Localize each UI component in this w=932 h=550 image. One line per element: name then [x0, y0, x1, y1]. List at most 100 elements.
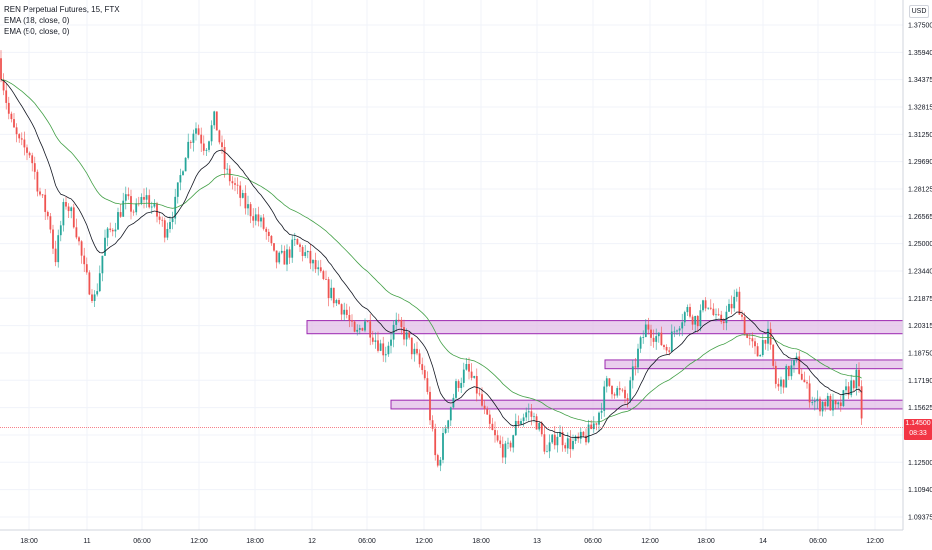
candle-body	[457, 381, 460, 388]
candle-body	[397, 319, 400, 321]
candle-body	[730, 303, 733, 309]
ema50-line	[0, 79, 862, 423]
candle-body	[15, 127, 18, 135]
candle-body	[54, 248, 57, 263]
candle-body	[616, 388, 619, 396]
candle-body	[855, 369, 858, 389]
candle-body	[774, 365, 777, 384]
candle-body	[725, 311, 728, 324]
candle-body	[10, 113, 13, 120]
candle-body	[444, 428, 447, 433]
candle-body	[356, 329, 359, 332]
candle-body	[556, 436, 559, 446]
candle-body	[304, 252, 307, 256]
candle-body	[421, 364, 424, 371]
candle-body	[429, 391, 431, 421]
candle-body	[785, 366, 788, 388]
x-tick-label: 12:00	[866, 538, 884, 545]
candle-body	[236, 184, 239, 186]
candle-body	[798, 356, 801, 374]
candle-body	[637, 348, 639, 368]
candle-body	[231, 181, 234, 184]
candle-body	[761, 340, 764, 356]
candle-body	[709, 307, 712, 309]
candle-body	[379, 343, 382, 351]
last-price-tag: 1.14500 08:33	[904, 419, 932, 440]
x-tick-label: 14	[759, 538, 767, 545]
legend-ema18[interactable]: EMA (18, close, 0)	[4, 16, 70, 25]
candle-body	[447, 420, 450, 429]
candle-body	[720, 314, 723, 322]
candle-body	[252, 216, 255, 221]
candle-body	[403, 327, 405, 340]
candle-body	[202, 143, 205, 151]
candle-body	[574, 436, 577, 441]
candle-body	[694, 315, 697, 325]
candle-body	[543, 434, 546, 452]
candle-body	[288, 249, 291, 258]
candle-body	[371, 337, 374, 342]
candle-body	[743, 316, 746, 335]
candle-body	[634, 366, 637, 368]
candle-body	[390, 339, 392, 346]
candle-body	[564, 445, 567, 449]
candle-body	[408, 332, 411, 338]
candle-body	[179, 175, 182, 183]
candle-body	[293, 239, 296, 240]
candle-body	[33, 163, 36, 172]
candle-body	[821, 401, 824, 412]
candle-body	[249, 204, 252, 217]
candle-body	[286, 249, 288, 265]
candle-body	[348, 314, 351, 321]
candle-body	[566, 438, 569, 449]
candle-body	[660, 332, 663, 346]
candle-body	[426, 378, 429, 392]
y-tick-label: 1.35940	[908, 50, 932, 57]
candle-body	[611, 385, 613, 395]
ema-lines	[0, 79, 862, 438]
y-tick-label: 1.25000	[908, 241, 932, 248]
candle-body	[301, 246, 304, 256]
candle-body	[101, 255, 104, 274]
x-tick-label: 06:00	[809, 538, 827, 545]
legend-symbol[interactable]: REN Perpetual Futures, 15, FTX	[4, 5, 120, 14]
y-tick-label: 1.15625	[908, 405, 932, 412]
candle-body	[215, 111, 218, 131]
candle-body	[691, 316, 694, 325]
candle-body	[44, 194, 47, 212]
candle-body	[535, 416, 538, 430]
candle-body	[296, 239, 299, 245]
candle-body	[234, 183, 236, 185]
candle-body	[98, 273, 101, 292]
candle-body	[374, 340, 377, 342]
legend-ema50[interactable]: EMA (50, close, 0)	[4, 27, 70, 36]
y-tick-label: 1.09375	[908, 514, 932, 521]
candle-body	[241, 193, 244, 198]
candle-body	[600, 410, 603, 413]
currency-button[interactable]: USD	[909, 5, 929, 18]
candle-body	[195, 128, 197, 134]
candle-body	[603, 386, 606, 411]
candle-body	[75, 227, 78, 238]
candle-body	[782, 379, 785, 388]
candle-body	[530, 411, 533, 417]
candle-body	[423, 370, 426, 379]
candle-body	[80, 241, 83, 256]
candle-body	[639, 337, 642, 349]
candle-body	[187, 141, 190, 158]
candle-body	[265, 228, 268, 232]
candle-body	[767, 328, 769, 344]
candle-body	[512, 435, 515, 448]
candle-body	[582, 431, 585, 436]
candle-body	[852, 380, 855, 389]
candle-body	[192, 133, 195, 143]
candle-body	[332, 287, 335, 304]
candle-body	[598, 412, 600, 425]
candle-body	[278, 252, 281, 263]
candle-body	[221, 142, 223, 148]
candle-body	[738, 291, 741, 315]
x-tick-label: 18:00	[697, 538, 715, 545]
legend: REN Perpetual Futures, 15, FTX EMA (18, …	[4, 4, 120, 37]
